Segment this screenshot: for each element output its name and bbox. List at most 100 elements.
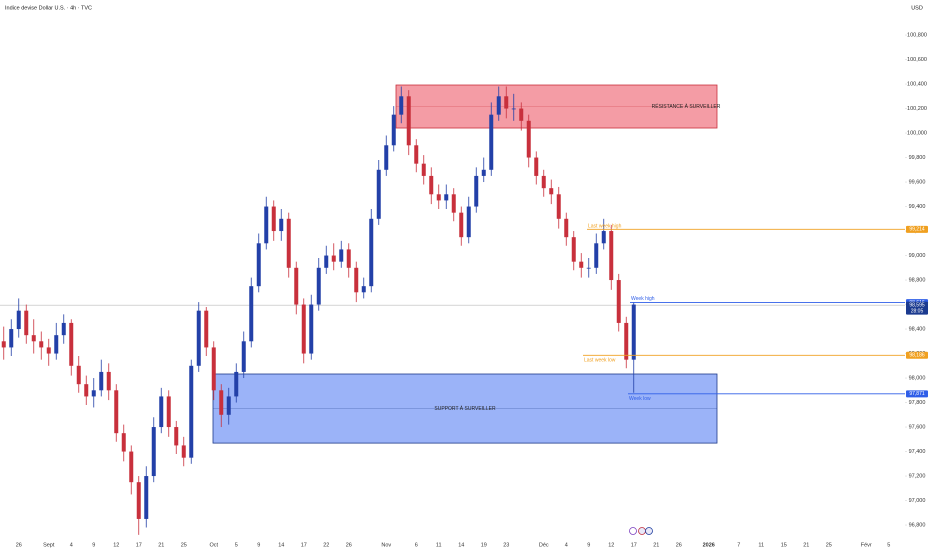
candle-body [151,427,156,477]
candle-body [114,390,119,434]
price-tag-label: 98,186 [909,353,925,359]
y-tick-label: 97,800 [909,400,926,406]
x-tick-label: 4 [70,542,73,548]
candle-body [219,390,224,415]
x-tick-label: 9 [587,542,590,548]
x-tick-label: 26 [346,542,352,548]
x-tick-label: Nov [381,542,391,548]
zone-label: SUPPORT À SURVEILLER [434,405,496,412]
candle-body [579,261,584,268]
y-tick-label: 98,800 [909,277,926,283]
x-tick-label: Oct [209,542,218,548]
candle-body [46,347,51,354]
candle-body [481,169,486,176]
candle-body [144,476,149,519]
candle-body [609,231,614,281]
x-tick-label: 15 [781,542,787,548]
candle-body [376,169,381,219]
level-label: Week high [631,296,655,302]
candle-body [196,310,201,366]
price-tag [906,301,928,315]
x-tick-label: 6 [415,542,418,548]
candle-body [9,329,14,348]
y-tick-label: 97,400 [909,449,926,455]
candle-body [1,341,6,348]
y-tick-label: 99,000 [909,253,926,259]
currency: USD [911,5,923,11]
x-tick-label: 21 [158,542,164,548]
y-tick-label: 99,600 [909,179,926,185]
y-tick-label: 100,000 [907,130,927,136]
candle-body [204,310,209,348]
candle-body [256,243,261,287]
price-tag-label: 99,214 [909,227,925,233]
price-tag-label: 98,595 [909,302,925,308]
x-tick-label: 21 [803,542,809,548]
y-tick-label: 100,800 [907,32,927,38]
candle-body [616,280,621,323]
candle-body [399,96,404,115]
x-tick-label: Févr [861,542,872,548]
candle-body [444,194,449,201]
candle-body [24,310,29,336]
candle-body [316,267,321,305]
candle-body [346,249,351,268]
y-tick-label: 98,000 [909,376,926,382]
y-tick-label: 97,000 [909,498,926,504]
candle-body [166,396,171,428]
candle-body [121,433,126,452]
price-tag-label: 97,871 [909,391,925,397]
y-tick-label: 99,800 [909,155,926,161]
candle-body [571,237,576,262]
candle-body [451,194,456,213]
candle-body [226,396,231,415]
y-tick-label: 100,200 [907,106,927,112]
y-tick-label: 96,800 [909,523,926,529]
price-tag [906,225,928,233]
x-tick-label: 14 [458,542,464,548]
candle-body [384,145,389,170]
candle-body [564,218,569,238]
candle-body [601,231,606,244]
candle-body [534,157,539,176]
candle-body [339,249,344,262]
x-tick-label: 5 [887,542,890,548]
candle-body [504,96,509,109]
candle-body [211,347,216,391]
candle-body [286,218,291,268]
event-icon [629,527,637,535]
candle-body [526,120,531,158]
candle-body [271,206,276,232]
candle-body [16,310,21,330]
candle-body [69,322,74,366]
y-tick-label: 100,400 [907,81,927,87]
x-tick-label: 4 [565,542,568,548]
x-tick-label: 11 [758,542,764,548]
x-tick-label: Déc [539,542,549,548]
candle-body [549,188,554,195]
x-tick-label: 17 [301,542,307,548]
x-tick-label: 14 [278,542,284,548]
candle-body [294,267,299,305]
x-tick-label: 19 [481,542,487,548]
candle-body [624,322,629,360]
candle-body [76,365,81,385]
x-tick-label: 11 [436,542,442,548]
candle-body [129,451,134,483]
y-tick-label: 97,600 [909,425,926,431]
candle-body [31,335,36,342]
candle-body [181,445,186,458]
candle-body [249,286,254,342]
candle-body [406,96,411,146]
candle-body [556,194,561,219]
y-tick-label: 97,200 [909,474,926,480]
price-tag [906,351,928,359]
footer-icons [629,527,653,535]
x-tick-label: 21 [653,542,659,548]
candle-body [369,218,374,287]
candle-body [309,304,314,354]
x-tick-label: 12 [113,542,119,548]
candle-body [241,341,246,372]
